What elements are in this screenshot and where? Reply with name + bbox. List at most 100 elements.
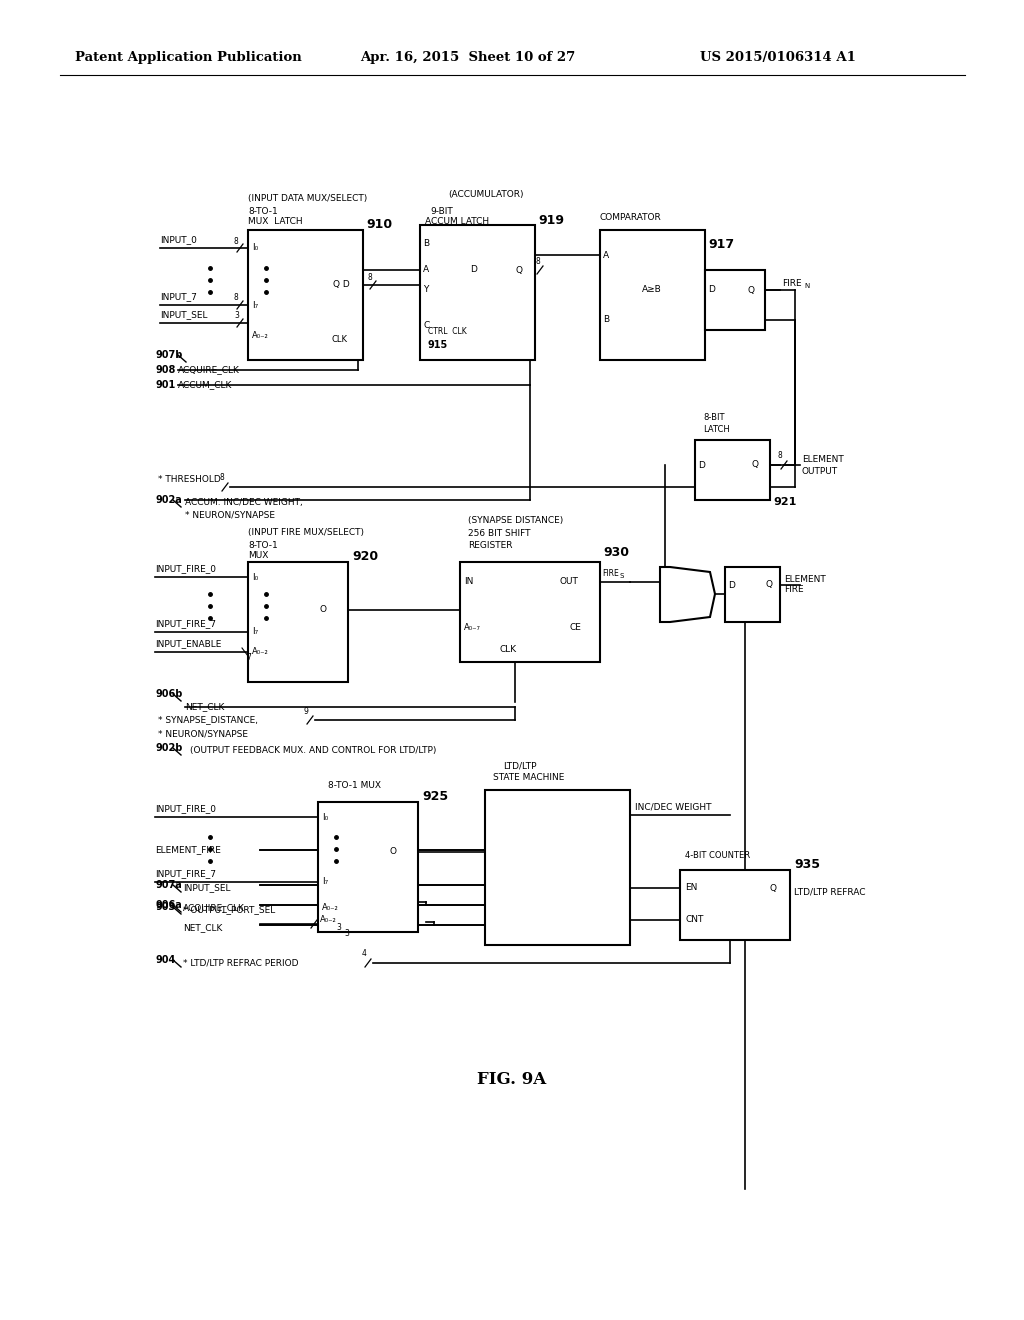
Text: * THRESHOLD: * THRESHOLD [158, 474, 221, 483]
Text: CE: CE [570, 623, 582, 631]
Text: Patent Application Publication: Patent Application Publication [75, 51, 302, 65]
Text: NET_CLK: NET_CLK [183, 924, 222, 932]
Text: CLK: CLK [500, 645, 517, 655]
Text: ELEMENT: ELEMENT [784, 574, 825, 583]
Text: 908: 908 [155, 366, 175, 375]
Text: * LTD/LTP REFRAC PERIOD: * LTD/LTP REFRAC PERIOD [183, 958, 299, 968]
Text: EN: EN [685, 883, 697, 892]
Bar [318, 803, 418, 932]
Text: STATE MACHINE: STATE MACHINE [493, 774, 564, 783]
Text: Y: Y [423, 285, 428, 294]
Text: (INPUT DATA MUX/SELECT): (INPUT DATA MUX/SELECT) [248, 194, 368, 202]
Text: Q D: Q D [333, 281, 350, 289]
Text: Q: Q [765, 581, 772, 590]
Text: Q: Q [515, 265, 522, 275]
Text: 8-TO-1 MUX: 8-TO-1 MUX [328, 781, 381, 791]
Text: Q: Q [752, 461, 759, 470]
Text: O: O [319, 606, 327, 615]
Text: 902a: 902a [155, 495, 181, 506]
Text: 907a: 907a [155, 880, 181, 890]
Text: (OUTPUT FEEDBACK MUX. AND CONTROL FOR LTD/LTP): (OUTPUT FEEDBACK MUX. AND CONTROL FOR LT… [190, 747, 436, 755]
Text: 8: 8 [234, 236, 239, 246]
Text: A₀₋₂: A₀₋₂ [319, 915, 337, 924]
Text: Apr. 16, 2015  Sheet 10 of 27: Apr. 16, 2015 Sheet 10 of 27 [360, 51, 575, 65]
Text: A₀₋₂: A₀₋₂ [322, 903, 339, 912]
Text: 8: 8 [367, 272, 372, 281]
Text: 3: 3 [234, 312, 239, 321]
Text: 9: 9 [304, 706, 309, 715]
Bar [705, 271, 765, 330]
Text: I₇: I₇ [322, 878, 329, 887]
Text: FIRE: FIRE [602, 569, 618, 578]
Text: A₀₋₂: A₀₋₂ [252, 648, 268, 656]
Text: (INPUT FIRE MUX/SELECT): (INPUT FIRE MUX/SELECT) [248, 528, 364, 537]
Text: D: D [728, 581, 735, 590]
Text: NET_CLK: NET_CLK [185, 702, 224, 711]
Text: 935: 935 [794, 858, 820, 871]
Text: * OUTPUT_PORT_SEL: * OUTPUT_PORT_SEL [183, 906, 275, 915]
Text: * SYNAPSE_DISTANCE,: * SYNAPSE_DISTANCE, [158, 715, 258, 725]
Text: B: B [423, 239, 429, 248]
Text: CLK: CLK [331, 335, 347, 345]
Text: I₀: I₀ [322, 813, 329, 821]
Text: 920: 920 [352, 550, 378, 564]
Text: ACCUM_CLK: ACCUM_CLK [178, 380, 232, 389]
Text: (ACCUMULATOR): (ACCUMULATOR) [449, 190, 523, 199]
Text: 903: 903 [155, 902, 175, 912]
Text: LTD/LTP: LTD/LTP [503, 762, 537, 771]
Text: (SYNAPSE DISTANCE): (SYNAPSE DISTANCE) [468, 516, 563, 524]
Text: I₀: I₀ [252, 573, 258, 582]
Text: 8: 8 [234, 293, 239, 302]
Text: 8-TO-1: 8-TO-1 [248, 206, 278, 215]
Text: N: N [804, 282, 809, 289]
Text: 256 BIT SHIFT: 256 BIT SHIFT [468, 528, 530, 537]
Bar [248, 562, 348, 682]
Text: 906b: 906b [155, 689, 182, 700]
Text: * NEURON/SYNAPSE: * NEURON/SYNAPSE [158, 730, 248, 738]
Bar [248, 230, 362, 360]
Text: I₇: I₇ [252, 627, 258, 636]
Text: D: D [470, 265, 477, 275]
Text: ACCUM. INC/DEC WEIGHT,: ACCUM. INC/DEC WEIGHT, [185, 499, 303, 507]
Text: 3: 3 [344, 929, 349, 939]
Text: 925: 925 [422, 791, 449, 804]
Text: Q: Q [770, 883, 777, 892]
Text: 8-TO-1: 8-TO-1 [248, 541, 278, 550]
Bar [695, 440, 770, 500]
Text: ACQUIRE_CLK: ACQUIRE_CLK [183, 903, 245, 912]
Text: 8: 8 [219, 474, 224, 483]
Text: D: D [698, 461, 705, 470]
Text: FIRE: FIRE [784, 586, 804, 594]
Text: A₀₋₂: A₀₋₂ [252, 330, 268, 339]
Text: OUTPUT: OUTPUT [802, 467, 838, 477]
Text: INPUT_0: INPUT_0 [160, 235, 197, 244]
Text: C: C [423, 321, 429, 330]
Text: LTD/LTP REFRAC: LTD/LTP REFRAC [794, 887, 865, 896]
Text: 917: 917 [708, 239, 734, 252]
Text: US 2015/0106314 A1: US 2015/0106314 A1 [700, 51, 856, 65]
Bar [460, 562, 600, 663]
Text: 904: 904 [155, 954, 175, 965]
Text: INC/DEC WEIGHT: INC/DEC WEIGHT [635, 803, 712, 812]
Text: INPUT_FIRE_7: INPUT_FIRE_7 [155, 619, 216, 628]
Text: 921: 921 [773, 498, 797, 507]
Text: 8: 8 [536, 257, 541, 267]
Polygon shape [660, 568, 715, 622]
Text: 4: 4 [362, 949, 367, 958]
Bar [725, 568, 780, 622]
Text: INPUT_FIRE_0: INPUT_FIRE_0 [155, 804, 216, 813]
Bar [485, 789, 630, 945]
Text: 919: 919 [538, 214, 564, 227]
Text: 930: 930 [603, 545, 629, 558]
Bar [680, 870, 790, 940]
Text: 907b: 907b [155, 350, 182, 360]
Text: IN: IN [464, 578, 473, 586]
Text: INPUT_FIRE_7: INPUT_FIRE_7 [155, 870, 216, 879]
Text: INPUT_7: INPUT_7 [160, 293, 197, 301]
Text: ACCUM LATCH: ACCUM LATCH [425, 216, 489, 226]
Text: CTRL  CLK: CTRL CLK [428, 327, 467, 337]
Text: REGISTER: REGISTER [468, 541, 512, 550]
Text: I₇: I₇ [252, 301, 258, 309]
Text: CNT: CNT [685, 916, 703, 924]
Text: ELEMENT: ELEMENT [802, 455, 844, 465]
